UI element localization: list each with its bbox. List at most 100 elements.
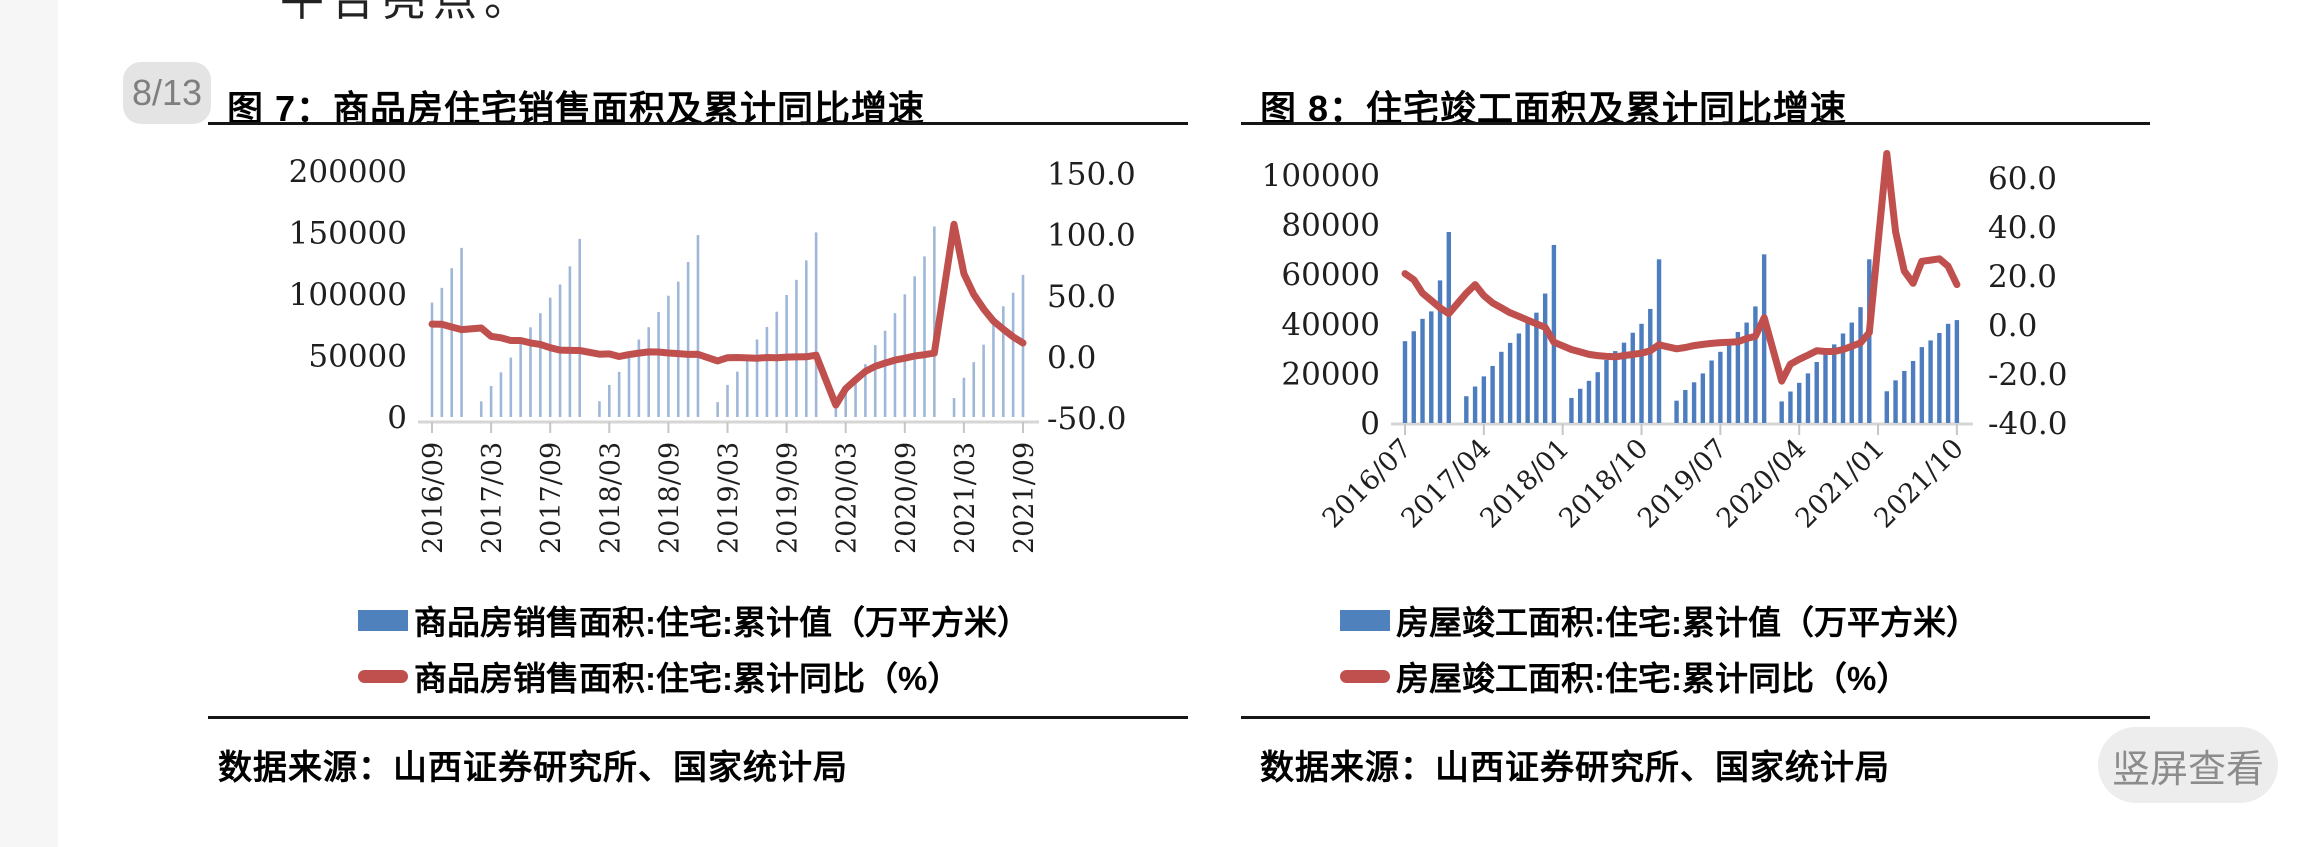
right-axis-label: -50.0	[1047, 401, 1127, 437]
bar	[864, 364, 867, 417]
right-axis-label: 20.0	[1988, 259, 2057, 295]
bar	[1630, 332, 1635, 423]
left-axis-label: 50000	[308, 339, 407, 375]
bar	[923, 256, 926, 417]
x-tick-label: 2020/03	[832, 442, 863, 554]
left-axis-label: 150000	[289, 216, 407, 252]
x-tick-label: 2018/09	[654, 442, 685, 554]
bar	[1011, 292, 1015, 417]
legend-label: 商品房销售面积:住宅:累计值（万平方米）	[414, 604, 1030, 641]
bar	[1472, 386, 1478, 423]
right-axis-label: 150.0	[1047, 156, 1136, 192]
left-axis-label: 0	[1360, 406, 1380, 442]
bar	[1744, 322, 1749, 423]
figure8-legend-item-line: 房屋竣工面积:住宅:累计同比（%）	[1340, 652, 1909, 700]
bar	[873, 345, 877, 417]
figure8-top-rule	[1241, 122, 2150, 125]
bar	[450, 268, 453, 417]
bar	[1919, 347, 1925, 423]
bar	[844, 393, 847, 417]
bar	[529, 327, 532, 417]
bar	[962, 377, 966, 417]
bar	[657, 312, 660, 417]
bar	[1884, 391, 1889, 423]
x-tick-label: 2017/09	[536, 442, 567, 554]
bar	[1534, 312, 1539, 423]
bar	[933, 226, 936, 417]
figure7-source: 数据来源：山西证券研究所、国家统计局	[218, 749, 848, 787]
bar	[647, 327, 650, 417]
bar	[913, 276, 916, 417]
bar	[608, 384, 611, 417]
bar	[627, 356, 631, 417]
bar	[1648, 308, 1653, 423]
bar	[992, 320, 995, 417]
bar	[1437, 280, 1443, 423]
figure8-legend-item-bars: 房屋竣工面积:住宅:累计值（万平方米）	[1340, 596, 1979, 644]
figure8-chart: 2016/072017/042018/012018/102019/072020/…	[1262, 150, 2068, 534]
bar	[1683, 390, 1688, 423]
x-tick-label: 2016/09	[418, 442, 449, 554]
bar	[1402, 341, 1408, 423]
bar	[1586, 380, 1592, 423]
bar	[1490, 365, 1495, 423]
line-series	[428, 220, 1027, 409]
red-line-swatch-icon	[358, 669, 408, 683]
bar	[1674, 400, 1679, 423]
bar	[716, 402, 719, 417]
clipped-paragraph-text: 平台亮点。	[280, 0, 535, 25]
bar	[834, 407, 838, 417]
bar	[775, 311, 779, 417]
bar	[736, 371, 739, 417]
blue-bar-swatch-icon	[358, 609, 408, 631]
bar	[430, 302, 434, 417]
bar	[1604, 360, 1609, 423]
bar	[1954, 320, 1960, 423]
bar	[1893, 380, 1898, 423]
left-axis-label: 100000	[289, 277, 407, 313]
bar	[676, 281, 680, 417]
x-tick-label: 2019/09	[773, 442, 804, 554]
bar	[686, 262, 690, 417]
bar	[883, 330, 887, 417]
bar	[1525, 322, 1530, 423]
bar	[1621, 342, 1627, 423]
bar	[1464, 396, 1469, 423]
bar	[1429, 311, 1434, 423]
bar	[1002, 306, 1005, 417]
bar	[1507, 342, 1513, 423]
left-axis-label: 20000	[1281, 356, 1380, 392]
bar	[765, 326, 769, 417]
bar	[1840, 333, 1846, 423]
right-axis-label: -40.0	[1988, 406, 2068, 442]
bar	[1753, 306, 1758, 423]
clipped-paragraph: 平台亮点。	[280, 0, 740, 25]
bar	[893, 313, 897, 417]
bar	[1805, 373, 1811, 423]
bar	[982, 344, 985, 417]
bar	[1735, 331, 1741, 423]
bar	[814, 232, 818, 417]
page-number-text: 8/13	[131, 72, 203, 113]
right-axis-label: 40.0	[1988, 210, 2057, 246]
bar	[489, 386, 493, 417]
bar	[726, 384, 729, 417]
right-axis-label: 60.0	[1988, 161, 2057, 197]
bar	[745, 356, 749, 417]
figure8-bottom-rule	[1241, 716, 2150, 719]
bar	[499, 372, 503, 417]
bar	[1849, 322, 1854, 423]
x-tick-label: 2019/03	[714, 442, 745, 554]
bar	[1639, 323, 1644, 423]
portrait-view-button[interactable]: 竖屏查看	[2098, 727, 2278, 803]
bar	[539, 313, 542, 417]
x-tick-label: 2017/03	[477, 442, 508, 554]
bar	[440, 287, 444, 417]
bar	[1446, 232, 1451, 423]
page-number-badge[interactable]: 8/13	[123, 62, 211, 124]
bar	[1928, 340, 1933, 423]
bar	[568, 266, 572, 417]
legend-label: 商品房销售面积:住宅:累计同比（%）	[414, 660, 961, 697]
bar	[1709, 360, 1714, 423]
left-axis-label: 100000	[1262, 158, 1380, 194]
